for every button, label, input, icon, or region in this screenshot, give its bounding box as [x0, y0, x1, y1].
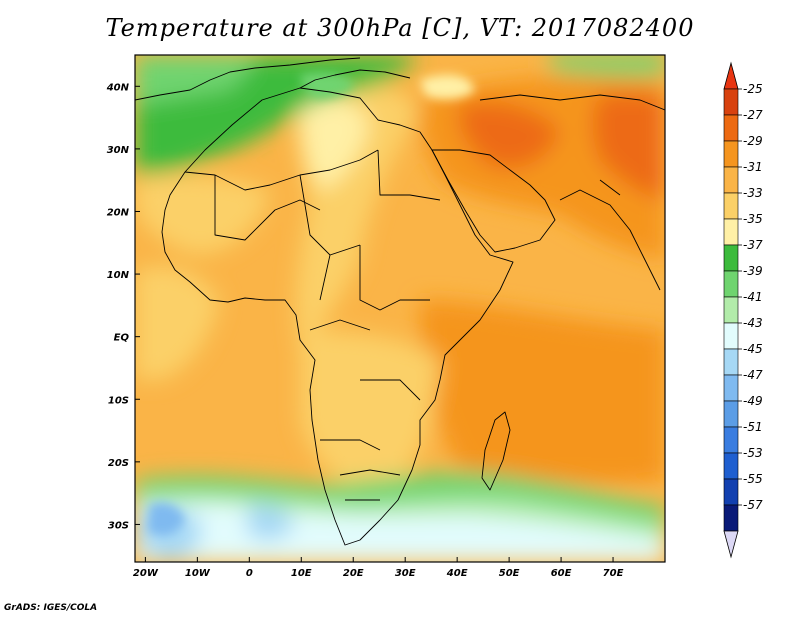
- colorbar-swatch: [723, 270, 739, 298]
- colorbar-swatch: [723, 322, 739, 350]
- lat-tick-label: 30S: [108, 520, 129, 531]
- colorbar-swatch: [723, 114, 739, 142]
- lat-tick-label: 10S: [108, 395, 129, 406]
- colorbar-top-arrow: [723, 61, 739, 90]
- lon-tick-label: 20W: [133, 568, 159, 579]
- colorbar-swatch: [723, 88, 739, 116]
- colorbar-label: -47: [743, 368, 763, 382]
- colorbar-bottom-arrow: [723, 530, 739, 559]
- colorbar-swatch: [723, 400, 739, 428]
- temperature-field: [135, 55, 665, 562]
- colorbar: -25 -27 -29 -31 -33 -35 -37 -39 -41 -43 -45 -47 -49 -…: [723, 61, 763, 559]
- colorbar-label: -37: [743, 238, 763, 252]
- lon-tick-label: 10W: [185, 568, 211, 579]
- colorbar-swatch: [723, 478, 739, 506]
- colorbar-swatch: [723, 504, 739, 532]
- map-frame: [134, 54, 666, 563]
- colorbar-swatch: [723, 296, 739, 324]
- colorbar-label: -29: [743, 134, 763, 148]
- lat-tick-label: 20S: [108, 458, 129, 469]
- lon-tick-label: 60E: [551, 568, 572, 579]
- colorbar-label: -27: [743, 108, 763, 122]
- colorbar-label: -33: [743, 186, 763, 200]
- colorbar-label: -43: [743, 316, 763, 330]
- colorbar-swatch: [723, 244, 739, 272]
- colorbar-swatch: [723, 348, 739, 376]
- lat-tick-label: 20N: [107, 207, 130, 218]
- colorbar-label: -49: [743, 394, 763, 408]
- lon-tick-label: 30E: [395, 568, 416, 579]
- colorbar-label: -57: [743, 498, 763, 512]
- colorbar-label: -45: [743, 342, 763, 356]
- colorbar-label: -39: [743, 264, 763, 278]
- latitude-ticks: 40N 30N 20N 10N EQ 10S 20S 30S: [106, 82, 140, 531]
- colorbar-swatch: [723, 452, 739, 480]
- colorbar-label: -51: [743, 420, 763, 434]
- colorbar-swatch: [723, 426, 739, 454]
- colorbar-swatch: [723, 374, 739, 402]
- colorbar-label: -35: [743, 212, 763, 226]
- colorbar-label: -55: [743, 472, 763, 486]
- colorbar-swatch: [723, 192, 739, 220]
- lon-tick-label: 10E: [291, 568, 312, 579]
- lon-tick-label: 70E: [603, 568, 624, 579]
- longitude-ticks: 20W 10W 0 10E 20E 30E 40E 50E 60E 70E: [133, 557, 624, 579]
- lat-tick-label: EQ: [114, 333, 130, 344]
- colorbar-swatch: [723, 166, 739, 194]
- lon-tick-label: 20E: [343, 568, 364, 579]
- colorbar-label: -41: [743, 290, 763, 304]
- colorbar-label: -25: [743, 82, 763, 96]
- colorbar-swatch: [723, 140, 739, 168]
- colorbar-label: -53: [743, 446, 763, 460]
- lat-tick-label: 30N: [107, 145, 130, 156]
- lat-tick-label: 40N: [106, 82, 130, 93]
- map-title: Temperature at 300hPa [C], VT: 201708240…: [105, 14, 695, 42]
- lon-tick-label: 0: [246, 568, 253, 579]
- lon-tick-label: 40E: [446, 568, 468, 579]
- lon-tick-label: 50E: [499, 568, 520, 579]
- lat-tick-label: 10N: [107, 270, 130, 281]
- grads-credit: GrADS: IGES/COLA: [4, 603, 98, 613]
- colorbar-label: -31: [743, 160, 763, 174]
- colorbar-swatch: [723, 218, 739, 246]
- coastline-overlay: [135, 57, 665, 546]
